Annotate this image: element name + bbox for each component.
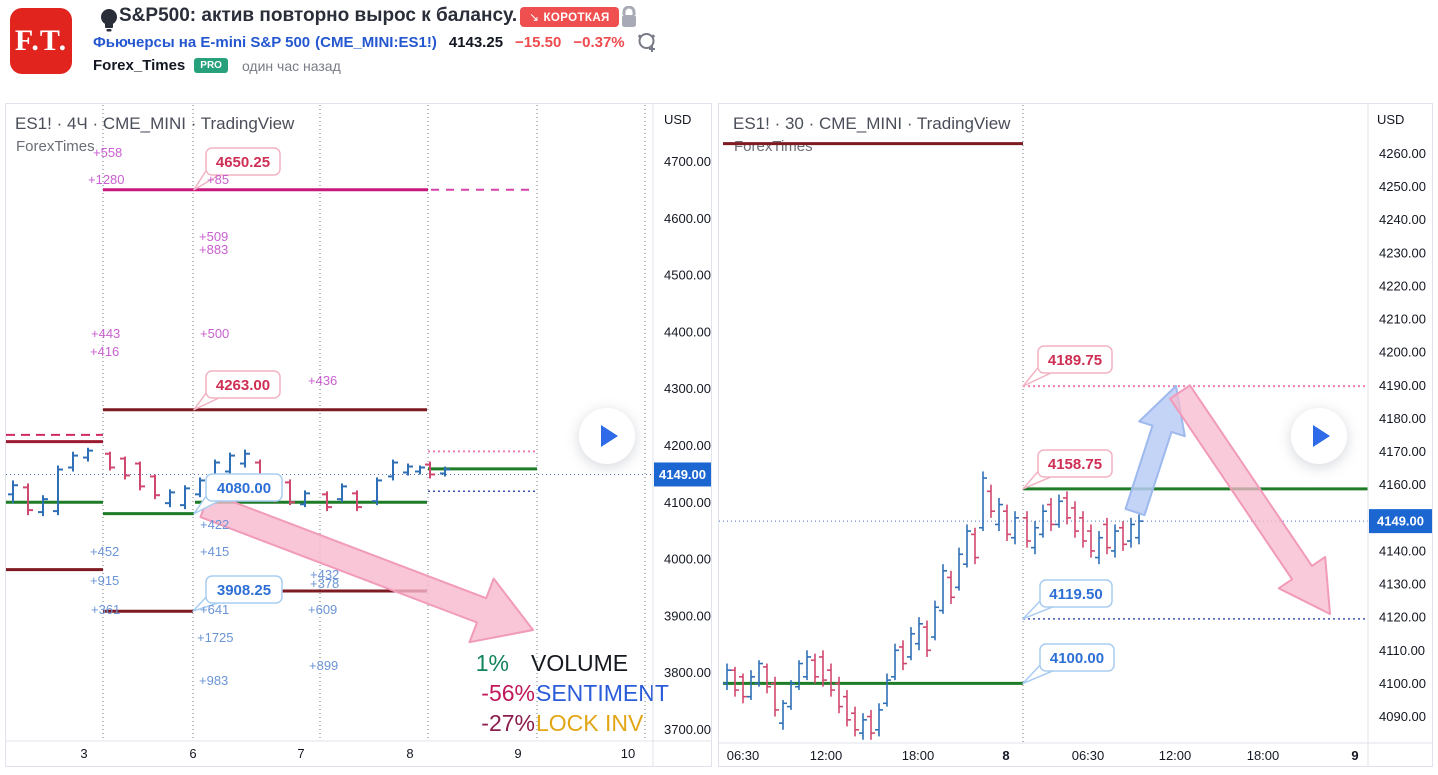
symbol-row: Фьючерсы на E-mini S&P 500 (CME_MINI:ES1… [93,31,658,54]
published-time: один час назад [241,57,341,74]
direction-badge: ↘ КОРОТКАЯ [520,7,619,27]
symbol-ticker-link[interactable]: (CME_MINI:ES1!) [315,34,437,51]
idea-bulb-icon [98,7,120,39]
avatar[interactable]: F.T. [10,8,72,74]
direction-badge-label: КОРОТКАЯ [543,12,610,24]
last-price: 4143.25 [448,34,504,51]
arrow-down-right-icon: ↘ [529,10,540,24]
play-icon [601,425,618,447]
author-link[interactable]: Forex_Times [93,57,186,74]
add-alert-icon[interactable] [637,31,658,54]
author-row: Forex_Times PRO один час назад [93,57,341,74]
pro-badge[interactable]: PRO [194,58,228,73]
play-icon [1313,425,1330,447]
price-change-percent: −0.37% [573,34,625,51]
play-button-left-chart[interactable] [579,408,635,464]
play-button-right-chart[interactable] [1291,408,1347,464]
lock-icon [620,5,638,34]
idea-title[interactable]: S&P500: актив повторно вырос к балансу. [119,5,518,26]
price-change: −15.50 [515,34,562,51]
symbol-link[interactable]: Фьючерсы на E-mini S&P 500 [93,34,311,51]
